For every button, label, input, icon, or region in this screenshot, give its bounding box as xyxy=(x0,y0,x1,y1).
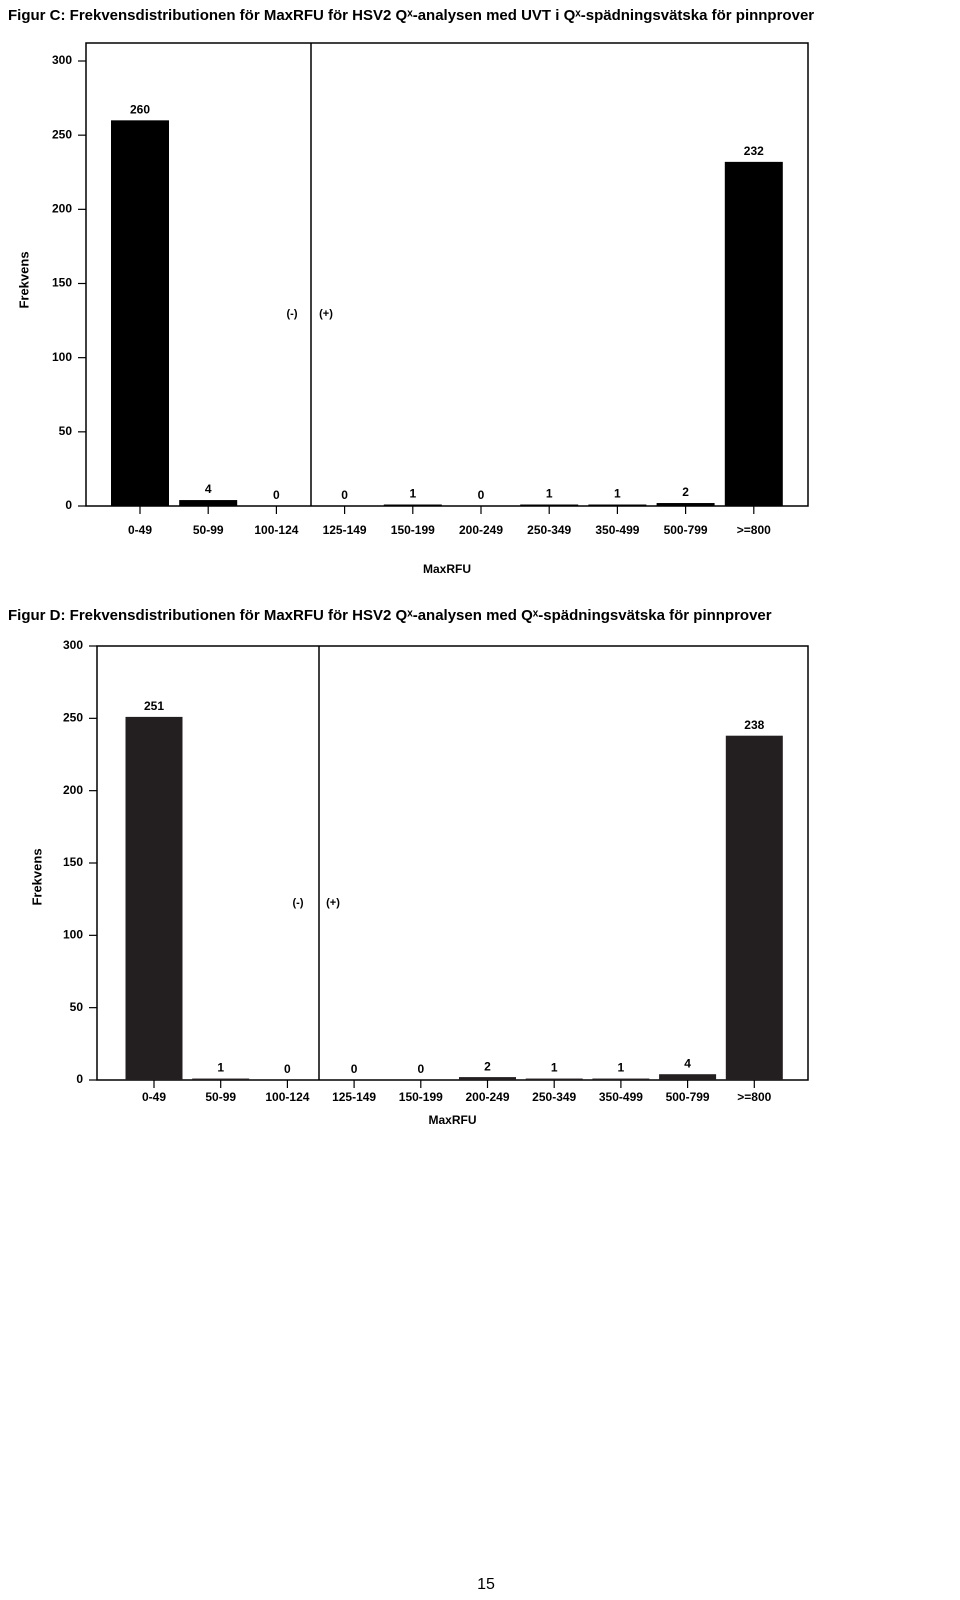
page-number: 15 xyxy=(477,1576,495,1593)
bar xyxy=(383,504,442,506)
value-label: 0 xyxy=(341,488,348,502)
value-label: 0 xyxy=(284,1062,291,1076)
value-label: 0 xyxy=(478,488,485,502)
y-axis-label: Frekvens xyxy=(16,251,31,308)
value-label: 1 xyxy=(217,1061,224,1075)
bar xyxy=(525,1078,583,1080)
y-tick-label: 200 xyxy=(52,202,72,216)
value-label: 2 xyxy=(682,485,689,499)
x-tick-label: 100-124 xyxy=(265,1090,309,1104)
value-label: 0 xyxy=(417,1062,424,1076)
bar xyxy=(111,120,169,506)
bar xyxy=(592,1078,650,1080)
x-tick-label: 250-349 xyxy=(527,523,571,537)
x-tick-label: 200-249 xyxy=(459,523,503,537)
value-label: 1 xyxy=(551,1061,558,1075)
y-tick-label: 300 xyxy=(63,638,83,652)
x-tick-label: >=800 xyxy=(737,1090,771,1104)
y-tick-label: 250 xyxy=(52,127,72,141)
value-label: 260 xyxy=(130,103,150,117)
value-label: 251 xyxy=(144,699,164,713)
y-tick-label: 0 xyxy=(65,498,72,512)
value-label: 232 xyxy=(744,144,764,158)
value-label: 1 xyxy=(409,487,416,501)
plot-frame xyxy=(96,645,809,1081)
bar xyxy=(125,716,183,1080)
x-tick-label: 350-499 xyxy=(599,1090,643,1104)
x-tick-label: 100-124 xyxy=(254,523,298,537)
value-label: 1 xyxy=(618,1061,625,1075)
y-tick-label: 200 xyxy=(63,783,83,797)
x-tick-label: 50-99 xyxy=(205,1090,236,1104)
x-tick-label: 150-199 xyxy=(391,523,435,537)
value-label: 1 xyxy=(614,487,621,501)
y-tick-label: 150 xyxy=(52,276,72,290)
bar xyxy=(724,161,783,506)
x-tick-label: 350-499 xyxy=(595,523,639,537)
bar xyxy=(179,500,238,506)
x-tick-label: 500-799 xyxy=(664,523,708,537)
x-tick-label: 0-49 xyxy=(128,523,152,537)
y-tick-label: 150 xyxy=(63,855,83,869)
y-tick-label: 100 xyxy=(63,928,83,942)
x-tick-label: 125-149 xyxy=(332,1090,376,1104)
plot-frame xyxy=(85,42,809,507)
x-tick-label: >=800 xyxy=(737,523,771,537)
value-label: 2 xyxy=(484,1059,491,1073)
annotation: (-) xyxy=(287,308,298,320)
y-tick-label: 50 xyxy=(70,1000,84,1014)
value-label: 1 xyxy=(546,487,553,501)
y-tick-label: 100 xyxy=(52,350,72,364)
x-tick-label: 200-249 xyxy=(465,1090,509,1104)
x-tick-label: 500-799 xyxy=(666,1090,710,1104)
bar xyxy=(656,503,715,506)
bar xyxy=(459,1077,516,1080)
y-tick-label: 50 xyxy=(59,424,73,438)
chart-title: Figur C: Frekvensdistributionen för MaxR… xyxy=(8,7,814,24)
x-axis-label: MaxRFU xyxy=(428,1113,476,1127)
y-tick-label: 300 xyxy=(52,53,72,67)
bar xyxy=(659,1074,717,1080)
x-tick-label: 0-49 xyxy=(142,1090,166,1104)
bar xyxy=(192,1078,250,1080)
bar xyxy=(520,504,579,506)
y-axis-label: Frekvens xyxy=(29,848,44,905)
annotation: (-) xyxy=(293,897,304,909)
value-label: 0 xyxy=(351,1062,358,1076)
value-label: 238 xyxy=(744,718,764,732)
x-tick-label: 150-199 xyxy=(399,1090,443,1104)
value-label: 4 xyxy=(205,482,212,496)
y-tick-label: 0 xyxy=(76,1072,83,1086)
annotation: (+) xyxy=(326,897,340,909)
value-label: 4 xyxy=(684,1056,691,1070)
x-tick-label: 250-349 xyxy=(532,1090,576,1104)
y-tick-label: 250 xyxy=(63,711,83,725)
bar xyxy=(725,735,783,1080)
value-label: 0 xyxy=(273,488,280,502)
bar xyxy=(588,504,647,506)
x-axis-label: MaxRFU xyxy=(423,562,471,576)
chart-title: Figur D: Frekvensdistributionen för MaxR… xyxy=(8,607,772,624)
x-tick-label: 125-149 xyxy=(323,523,367,537)
x-tick-label: 50-99 xyxy=(193,523,224,537)
annotation: (+) xyxy=(319,308,333,320)
